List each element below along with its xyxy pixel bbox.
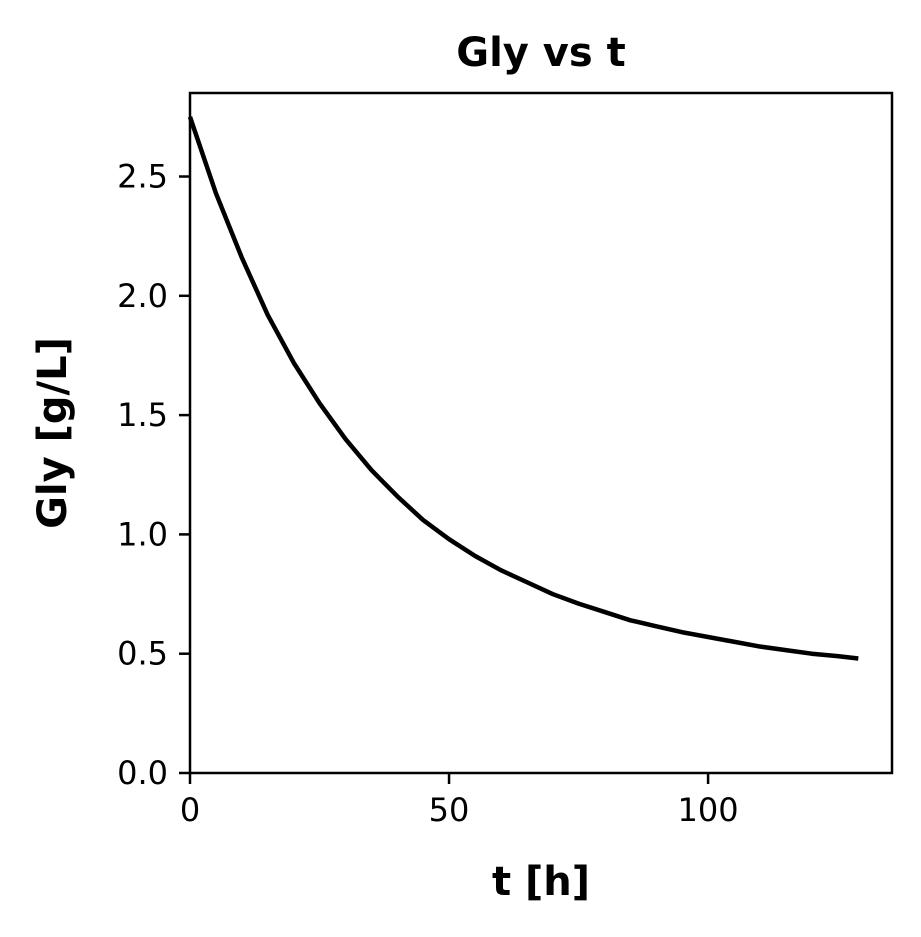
x-tick-label: 50 bbox=[429, 791, 470, 829]
y-tick-label: 2.5 bbox=[117, 158, 168, 196]
y-tick-label: 1.0 bbox=[117, 515, 168, 553]
y-tick-label: 1.5 bbox=[117, 396, 168, 434]
chart-title: Gly vs t bbox=[456, 30, 625, 76]
y-axis-label: Gly [g/L] bbox=[30, 337, 76, 529]
plot-frame bbox=[188, 91, 894, 775]
y-tick-label: 0.0 bbox=[117, 754, 168, 792]
x-axis: 0 50 100 bbox=[180, 773, 739, 829]
x-tick-label: 0 bbox=[180, 791, 200, 829]
plot-area bbox=[187, 116, 859, 661]
x-tick-label: 100 bbox=[678, 791, 739, 829]
y-tick-label: 0.5 bbox=[117, 635, 168, 673]
y-axis: 0.0 0.5 1.0 1.5 2.0 2.5 bbox=[117, 158, 190, 792]
y-tick-label: 2.0 bbox=[117, 277, 168, 315]
x-axis-label: t [h] bbox=[492, 859, 590, 905]
series-line-0 bbox=[187, 116, 859, 661]
